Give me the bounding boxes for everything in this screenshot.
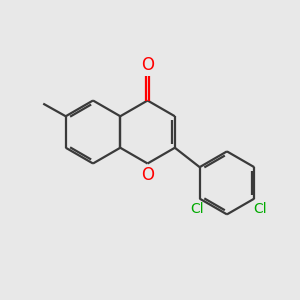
Text: Cl: Cl bbox=[190, 202, 204, 216]
Text: O: O bbox=[141, 166, 154, 184]
Text: Cl: Cl bbox=[253, 202, 266, 216]
Text: O: O bbox=[141, 56, 154, 74]
